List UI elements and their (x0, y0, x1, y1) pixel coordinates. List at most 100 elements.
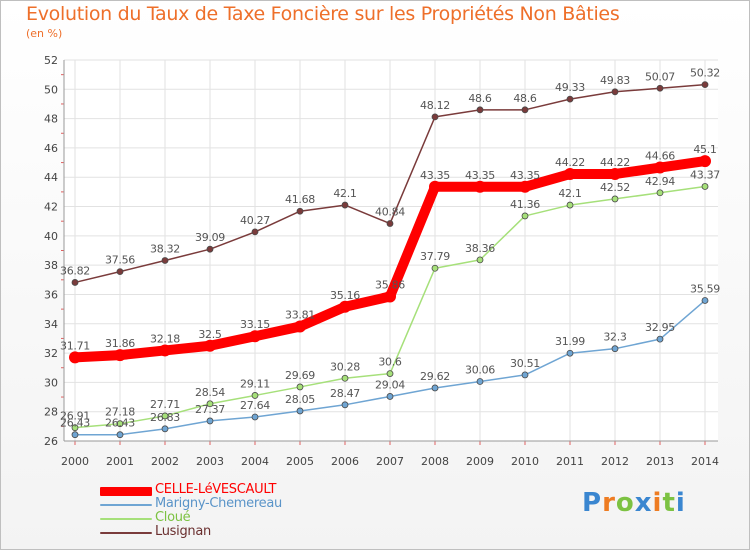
data-label: 48.12 (420, 99, 450, 112)
data-point (429, 180, 441, 193)
data-label: 30.6 (378, 356, 402, 369)
data-point (384, 290, 396, 303)
data-point (386, 393, 394, 400)
data-point (341, 201, 349, 209)
data-label: 29.04 (375, 378, 405, 391)
chart-title: Evolution du Taux de Taxe Foncière sur l… (26, 3, 620, 25)
data-label: 43.35 (465, 169, 495, 182)
data-label: 42.94 (645, 175, 675, 188)
x-tick-label: 2001 (106, 455, 134, 468)
data-label: 35.59 (690, 282, 720, 295)
data-label: 32.3 (603, 331, 627, 344)
y-tick-label: 28 (44, 406, 58, 419)
data-point (71, 424, 79, 432)
data-label: 50.32 (690, 67, 720, 80)
data-point (161, 257, 169, 264)
data-point (251, 413, 259, 421)
data-label: 26.43 (60, 417, 90, 430)
data-label: 26.91 (60, 410, 90, 423)
data-label: 44.66 (645, 150, 675, 163)
logo-letter: r (602, 488, 616, 518)
data-point (699, 155, 711, 168)
data-label: 27.64 (240, 399, 270, 412)
label-layer: 31.71 31.86 32.18 32.5 33.15 33.81 35.16 35.86 4… (60, 67, 721, 430)
data-point (701, 183, 709, 190)
data-point (296, 407, 304, 415)
data-point (656, 189, 664, 197)
data-label: 31.71 (60, 339, 90, 352)
data-point (114, 349, 126, 362)
data-label: 43.37 (690, 168, 720, 181)
data-point (611, 195, 619, 203)
data-point (341, 401, 349, 409)
y-tick-label: 30 (44, 376, 58, 389)
data-point (386, 370, 394, 377)
data-point (341, 374, 349, 382)
data-point (116, 420, 124, 428)
data-label: 33.15 (240, 318, 270, 331)
data-point (206, 245, 214, 253)
data-label: 32.18 (150, 332, 180, 345)
data-point (701, 297, 709, 304)
data-label: 41.68 (285, 193, 315, 206)
x-tick-label: 2014 (691, 455, 719, 468)
data-point (116, 431, 124, 439)
data-label: 27.37 (195, 403, 225, 416)
y-tick-label: 46 (44, 142, 58, 155)
x-tick-label: 2005 (286, 455, 314, 468)
y-tick-label: 48 (44, 113, 58, 126)
x-tick-label: 2012 (601, 455, 629, 468)
data-label: 31.99 (555, 335, 585, 348)
logo-letter: x (634, 488, 653, 518)
legend-swatch (100, 518, 152, 520)
logo-letter: t (662, 488, 676, 518)
data-label: 28.54 (195, 386, 225, 399)
data-label: 29.62 (420, 370, 450, 383)
data-label: 29.11 (240, 377, 270, 390)
data-label: 42.1 (558, 187, 581, 200)
data-point (476, 378, 484, 385)
legend-swatch (100, 487, 152, 496)
data-point (294, 320, 306, 333)
data-label: 35.16 (330, 289, 360, 302)
data-label: 30.51 (510, 357, 540, 370)
data-point (609, 168, 621, 181)
series-layer (69, 81, 711, 439)
data-label: 50.07 (645, 70, 675, 83)
plot-area (64, 60, 718, 441)
data-label: 28.05 (285, 393, 315, 406)
data-point (296, 383, 304, 391)
x-tick-label: 2008 (421, 455, 449, 468)
y-tick-label: 26 (44, 435, 58, 448)
legend-swatch (100, 532, 152, 534)
data-point (161, 412, 169, 420)
legend-label: Lusignan (155, 524, 211, 539)
data-point (339, 300, 351, 313)
data-label: 48.6 (513, 92, 537, 105)
data-point (519, 180, 531, 193)
data-point (206, 417, 214, 425)
data-label: 28.47 (330, 387, 360, 400)
data-point (566, 349, 574, 357)
data-point (521, 212, 529, 220)
data-label: 32.95 (645, 321, 675, 334)
logo-letter: i (652, 488, 663, 518)
data-label: 30.28 (330, 360, 360, 373)
logo-letter: P (582, 488, 603, 518)
y-tick-label: 44 (44, 171, 58, 184)
data-label: 31.86 (105, 337, 135, 350)
legend-label: Marigny-Chemereau (155, 496, 282, 511)
data-point (386, 220, 394, 227)
x-tick-label: 2003 (196, 455, 224, 468)
data-point (204, 339, 216, 352)
data-point (249, 330, 261, 343)
data-point (476, 256, 484, 264)
data-label: 43.35 (510, 169, 540, 182)
x-tick-label: 2002 (151, 455, 179, 468)
data-label: 42.52 (600, 181, 630, 194)
data-label: 27.18 (105, 406, 135, 419)
x-tick-label: 2011 (556, 455, 584, 468)
axis-layer: 26 28 30 32 34 36 38 40 42 44 46 48 50 52 2000 2001 2002… (44, 54, 719, 468)
data-label: 39.09 (195, 231, 225, 244)
data-point (69, 351, 81, 364)
